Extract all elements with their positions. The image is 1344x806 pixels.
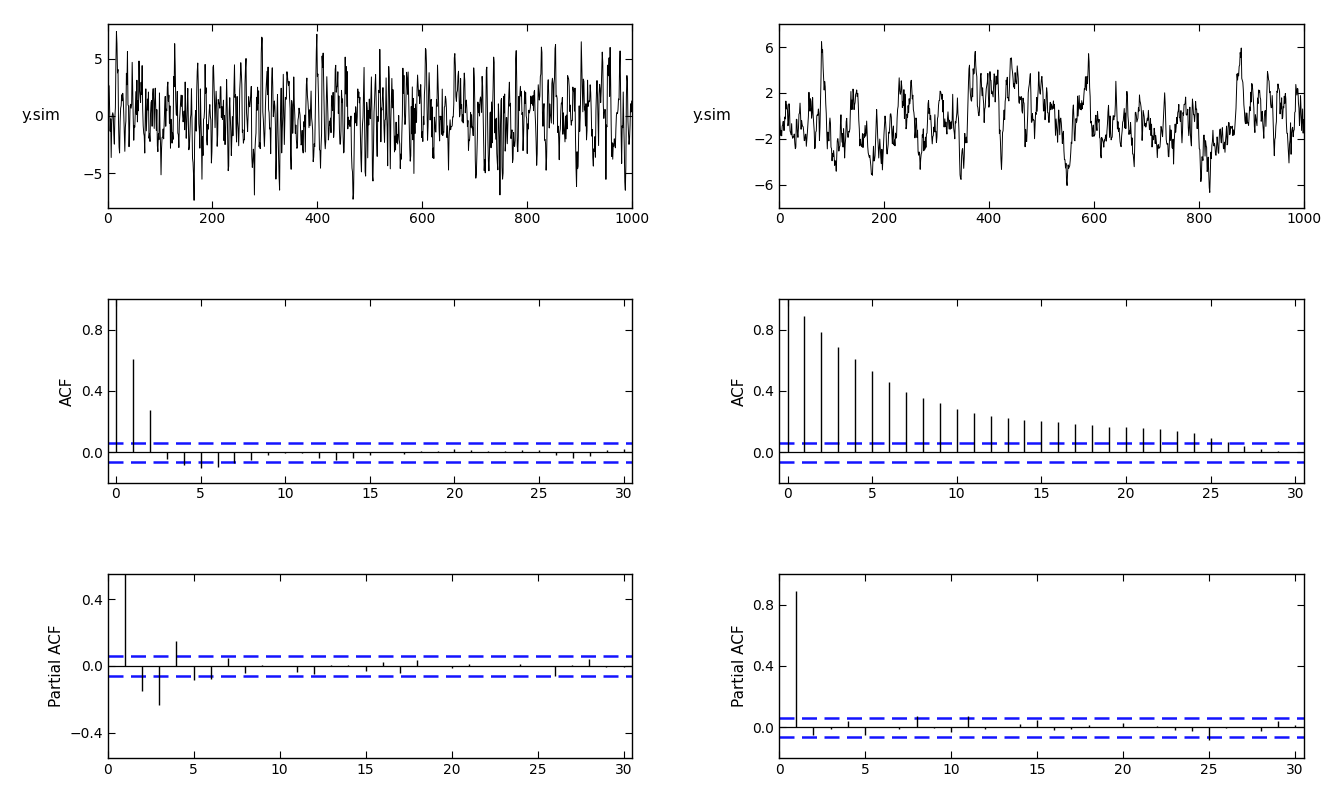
Y-axis label: ACF: ACF (731, 376, 747, 405)
Y-axis label: ACF: ACF (60, 376, 75, 405)
Y-axis label: y.sim: y.sim (22, 108, 60, 123)
Y-axis label: Partial ACF: Partial ACF (48, 625, 63, 708)
Y-axis label: Partial ACF: Partial ACF (731, 625, 747, 708)
Y-axis label: y.sim: y.sim (692, 108, 731, 123)
